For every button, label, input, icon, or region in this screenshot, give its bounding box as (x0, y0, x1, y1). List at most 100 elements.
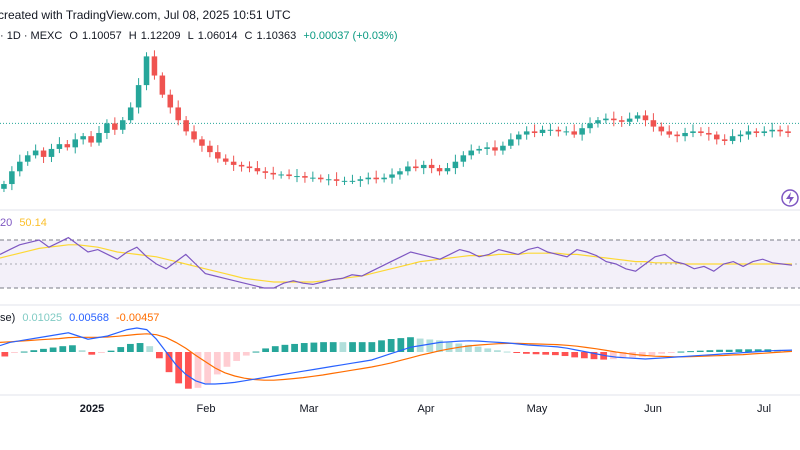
candle-body (571, 131, 577, 135)
candle-body (611, 118, 617, 121)
lightning-icon[interactable] (781, 189, 799, 207)
candle-body (32, 150, 39, 156)
created-with-text: created with TradingView.com, Jul 08, 20… (0, 8, 291, 22)
symbol-prefix: · 1D · MEXC (0, 30, 63, 42)
candle-body (706, 132, 712, 135)
candle-body (785, 131, 791, 133)
macd-hist-bar (687, 351, 694, 353)
candle-body (769, 129, 775, 132)
candle-body (452, 161, 459, 169)
macd-hist-bar (378, 340, 385, 352)
candle-body (183, 120, 189, 132)
macd-hist-bar (580, 352, 588, 359)
x-axis-label: Feb (197, 403, 216, 415)
candle-body (729, 136, 736, 141)
macd-hist-bar (20, 351, 28, 353)
macd-hist-bar (474, 346, 482, 352)
candle-body (626, 118, 633, 122)
macd-legend: se) 0.01025 0.00568 -0.00457 (0, 312, 159, 324)
macd-hist-bar (513, 352, 521, 353)
candle-body (270, 172, 277, 175)
macd-hist-bar (78, 350, 86, 352)
macd-hist-bar (609, 352, 617, 360)
macd-hist-bar (242, 352, 250, 356)
candle-body (215, 152, 221, 159)
macd-hist-bar (281, 344, 289, 352)
lightning-icon-circle (781, 189, 799, 207)
rsi-legend: 20 50.14 (0, 217, 47, 229)
candle-body (96, 132, 102, 143)
candle-body (698, 131, 704, 133)
macd-hist-bar (59, 346, 67, 352)
candle-body (595, 120, 601, 124)
candle-body (523, 131, 530, 135)
x-axis-label: Jul (757, 403, 771, 415)
candle-body (579, 128, 585, 135)
candle-body (72, 139, 79, 148)
candle-body (357, 179, 364, 181)
macd-hist-bar (387, 339, 395, 352)
macd-hist-bar (213, 352, 221, 375)
price-pane (0, 50, 800, 396)
macd-hist-bar (88, 352, 96, 355)
rsi-ma-value: 50.14 (19, 217, 47, 229)
macd-hist-bar (735, 349, 743, 352)
macd-pane (0, 327, 793, 389)
macd-hist-bar (397, 338, 405, 352)
macd-hist-bar (716, 349, 723, 352)
macd-hist-bar (725, 349, 733, 352)
x-axis: 2025 Feb Mar Apr May Jun Jul (80, 403, 771, 415)
macd-hist-bar (146, 346, 154, 352)
macd-signal-line (0, 333, 793, 381)
candle-body (674, 134, 680, 137)
macd-hist-bar (368, 342, 376, 352)
candle-body (476, 148, 482, 151)
lightning-icon-bolt (786, 192, 794, 204)
macd-hist-bar (262, 348, 269, 352)
macd-hist-bar (184, 352, 192, 389)
macd-hist-bar (407, 337, 414, 352)
candle-body (460, 155, 467, 162)
candle-body (413, 166, 419, 169)
macd-hist-bar (465, 344, 472, 352)
candle-body (48, 148, 55, 157)
macd-hist-bar (503, 351, 511, 353)
candle-body (127, 107, 134, 121)
macd-signal-value: -0.00457 (116, 312, 160, 324)
candle-body (24, 155, 31, 162)
high-label: H (128, 30, 137, 42)
macd-hist-bar (252, 351, 260, 353)
macd-hist-bar (165, 352, 173, 373)
candle-body (222, 158, 229, 162)
macd-hist-bar (754, 349, 762, 352)
macd-hist-bar (619, 352, 627, 359)
candle-body (80, 136, 86, 140)
macd-hist-bar (136, 343, 144, 352)
macd-hist-bar (349, 342, 356, 352)
candle-body (745, 131, 752, 135)
candle-body (1, 184, 7, 189)
candle-body (365, 177, 372, 180)
candle-body (207, 145, 213, 153)
candle-body (436, 168, 443, 172)
candle-body (333, 179, 340, 181)
macd-hist-bar (223, 352, 231, 367)
macd-hist-bar (436, 340, 443, 352)
candle-body (500, 145, 506, 151)
close-value: C 1.10363 (245, 30, 297, 42)
candle-body (650, 120, 657, 127)
macd-hist-bar (426, 339, 434, 352)
macd-hist-bar (532, 352, 540, 355)
macd-hist-bar (69, 345, 76, 352)
candle-body (761, 131, 768, 133)
close-label: C (244, 30, 253, 42)
candle-body (484, 147, 490, 149)
macd-hist-bar (658, 352, 665, 354)
candle-body (563, 131, 570, 133)
macd-hist-bar (494, 350, 501, 352)
macd-hist-bar (117, 347, 125, 352)
rsi-line (0, 236, 793, 289)
candle-body (492, 147, 498, 151)
candle-body (199, 139, 205, 146)
change-value: +0.00037 (+0.03%) (303, 30, 398, 42)
